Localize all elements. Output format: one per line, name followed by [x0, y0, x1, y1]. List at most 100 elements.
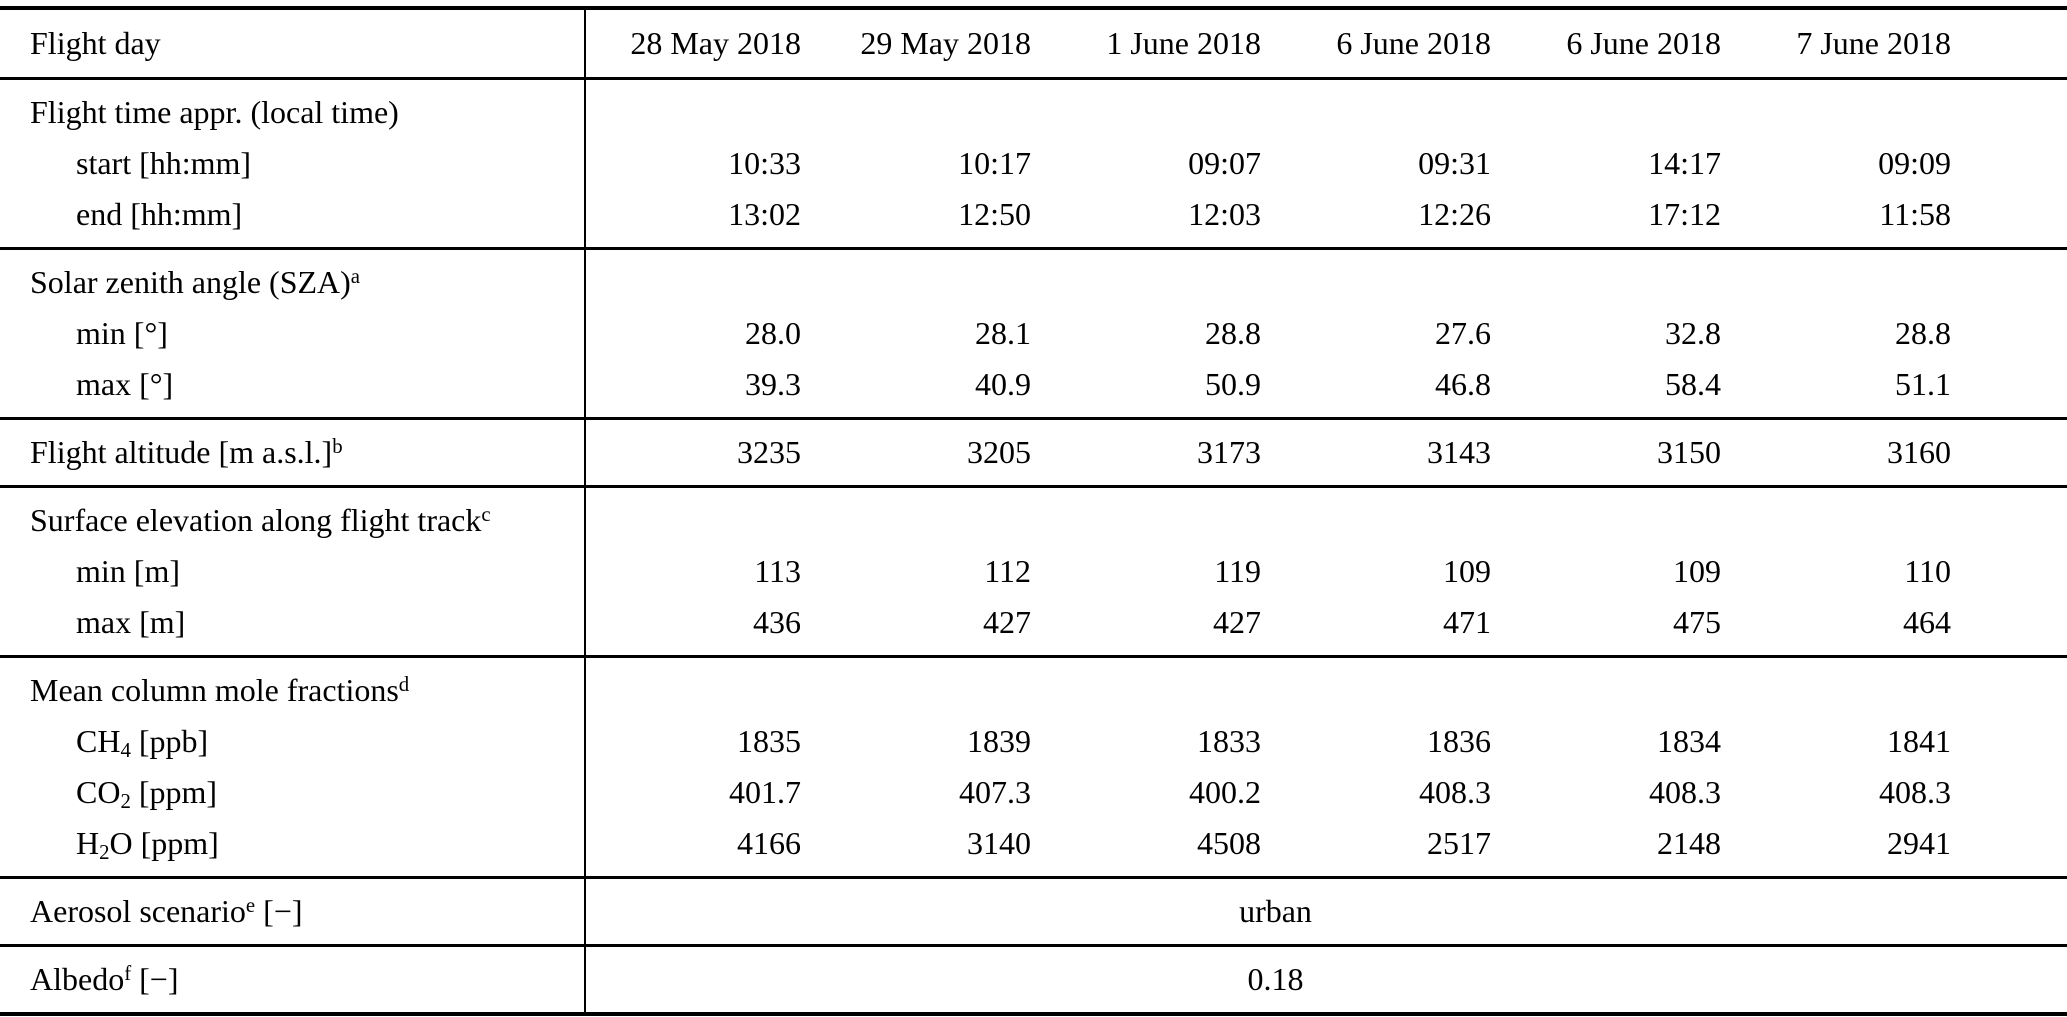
- value-cell: 475: [1673, 604, 1721, 640]
- value-cell: 12:03: [1188, 196, 1261, 232]
- solar-zenith-angle-row: Solar zenith angle (SZA)a: [0, 248, 2067, 308]
- value-cell: 40.9: [975, 366, 1031, 402]
- section-surface-elevation: Surface elevation along flight trackc min…: [0, 486, 2067, 657]
- empty-cell: [584, 656, 1965, 716]
- value-cell: 58.4: [1665, 366, 1721, 402]
- value-cell: 464: [1903, 604, 1951, 640]
- section-aerosol-scenario: Aerosol scenarioe [−] urban: [0, 877, 2067, 946]
- value-cell: 427: [1213, 604, 1261, 640]
- label-text: start [hh:mm]: [76, 145, 252, 181]
- row-label: Flight altitude [m a.s.l.]b: [0, 419, 585, 487]
- flight-parameters-table: Flight day 28 May 2018 29 May 2018 1 Jun…: [0, 6, 2067, 1016]
- row-label: min [m]: [0, 546, 585, 597]
- label-text: H: [76, 825, 100, 861]
- spacer-cell: [1965, 546, 2067, 597]
- value-cell: 28.8: [1205, 315, 1261, 351]
- header-date-column: 7 June 2018: [1796, 25, 1951, 61]
- flight-altitude-row: Flight altitude [m a.s.l.]b 3235 3205 3173 3…: [0, 418, 2067, 487]
- value-cell: 50.9: [1205, 366, 1261, 402]
- surface-elevation-row: max [m] 436 427 427 471 475 464: [0, 597, 2067, 657]
- footnote-marker-d: d: [398, 672, 410, 696]
- aerosol-scenario-row: Aerosol scenarioe [−] urban: [0, 877, 2067, 946]
- value-cell: 09:09: [1878, 145, 1951, 181]
- header-date-column: 1 June 2018: [1106, 25, 1261, 61]
- label-text: Surface elevation along flight track: [30, 502, 482, 538]
- header-date-column: 6 June 2018: [1566, 25, 1721, 61]
- mole-fractions-row: CH4 [ppb] 1835 1839 1833 1836 1834 1841: [0, 716, 2067, 767]
- value-cell: 400.2: [1189, 774, 1261, 810]
- value-cell: 28.8: [1895, 315, 1951, 351]
- flight-time-row: Flight time appr. (local time): [0, 78, 2067, 138]
- footnote-marker-e: e: [245, 893, 256, 917]
- label-text: [ppb]: [130, 723, 209, 759]
- value-cell: 1836: [1427, 723, 1491, 759]
- spacer-cell: [1965, 8, 2067, 79]
- section-title: Surface elevation along flight trackc: [0, 487, 585, 547]
- value-cell: 39.3: [584, 359, 815, 419]
- section-albedo: Albedof [−] 0.18: [0, 945, 2067, 1015]
- table-header: Flight day 28 May 2018 29 May 2018 1 Jun…: [0, 8, 2067, 79]
- footnote-marker-f: f: [124, 961, 132, 985]
- mole-fractions-row: Mean column mole fractionsd: [0, 656, 2067, 717]
- row-label: end [hh:mm]: [0, 189, 585, 249]
- header-corner-label: Flight day: [30, 25, 161, 61]
- solar-zenith-angle-row: min [°] 28.0 28.1 28.8 27.6 32.8 28.8: [0, 308, 2067, 359]
- value-cell: 408.3: [1419, 774, 1491, 810]
- value-cell: 427: [983, 604, 1031, 640]
- value-cell: 112: [984, 553, 1031, 589]
- value-cell: 3143: [1427, 434, 1491, 470]
- span-value-cell: urban: [584, 877, 1965, 946]
- label-text: min [°]: [76, 315, 168, 351]
- subscript-4: 4: [120, 739, 131, 763]
- footnote-marker-a: a: [350, 264, 361, 288]
- value-cell: 12:26: [1418, 196, 1491, 232]
- label-text: max [°]: [76, 366, 174, 402]
- value-cell: 3205: [967, 434, 1031, 470]
- value-cell: 110: [1904, 553, 1951, 589]
- label-text: min [m]: [76, 553, 180, 589]
- spacer-cell: [1965, 487, 2067, 547]
- value-cell: 471: [1443, 604, 1491, 640]
- spacer-cell: [1965, 597, 2067, 657]
- value-cell: 2941: [1887, 825, 1951, 861]
- label-text: [ppm]: [130, 774, 218, 810]
- section-mole-fractions: Mean column mole fractionsd CH4 [ppb] 1835…: [0, 656, 2067, 878]
- subscript-2: 2: [99, 841, 110, 865]
- row-label: CO2 [ppm]: [0, 767, 585, 818]
- value-cell: 3235: [584, 418, 815, 487]
- span-value-cell: 0.18: [584, 945, 1965, 1014]
- value-cell: 1833: [1197, 723, 1261, 759]
- spacer-cell: [1965, 767, 2067, 818]
- value-cell: 1839: [967, 723, 1031, 759]
- footnote-marker-c: c: [481, 502, 491, 526]
- value-cell: 408.3: [1649, 774, 1721, 810]
- value-cell: 28.0: [584, 308, 815, 359]
- spacer-cell: [1965, 419, 2067, 487]
- label-text: Albedo: [30, 961, 125, 997]
- value-cell: 46.8: [1435, 366, 1491, 402]
- label-text: Aerosol scenario: [30, 893, 246, 929]
- value-cell: 17:12: [1648, 196, 1721, 232]
- value-cell: 407.3: [959, 774, 1031, 810]
- flight-time-row: start [hh:mm] 10:33 10:17 09:07 09:31 14:17 09…: [0, 138, 2067, 189]
- value-cell: 09:31: [1418, 145, 1491, 181]
- value-cell: 4166: [584, 818, 815, 878]
- value-cell: 408.3: [1879, 774, 1951, 810]
- solar-zenith-angle-row: max [°] 39.3 40.9 50.9 46.8 58.4 51.1: [0, 359, 2067, 419]
- section-title: Mean column mole fractionsd: [0, 657, 585, 717]
- value-cell: 3150: [1657, 434, 1721, 470]
- row-label: start [hh:mm]: [0, 138, 585, 189]
- spacer-cell: [1965, 946, 2067, 1015]
- spacer-cell: [1965, 189, 2067, 249]
- label-text: Flight altitude [m a.s.l.]: [30, 434, 333, 470]
- value-cell: 11:58: [1879, 196, 1951, 232]
- value-cell: 436: [584, 597, 815, 657]
- mole-fractions-row: CO2 [ppm] 401.7 407.3 400.2 408.3 408.3 408.3: [0, 767, 2067, 818]
- label-text: [−]: [131, 961, 179, 997]
- empty-cell: [584, 248, 1965, 308]
- label-text: [−]: [255, 893, 303, 929]
- value-cell: 3160: [1887, 434, 1951, 470]
- row-label: H2O [ppm]: [0, 818, 585, 878]
- header-row: Flight day 28 May 2018 29 May 2018 1 Jun…: [0, 8, 2067, 79]
- label-text: CO: [76, 774, 121, 810]
